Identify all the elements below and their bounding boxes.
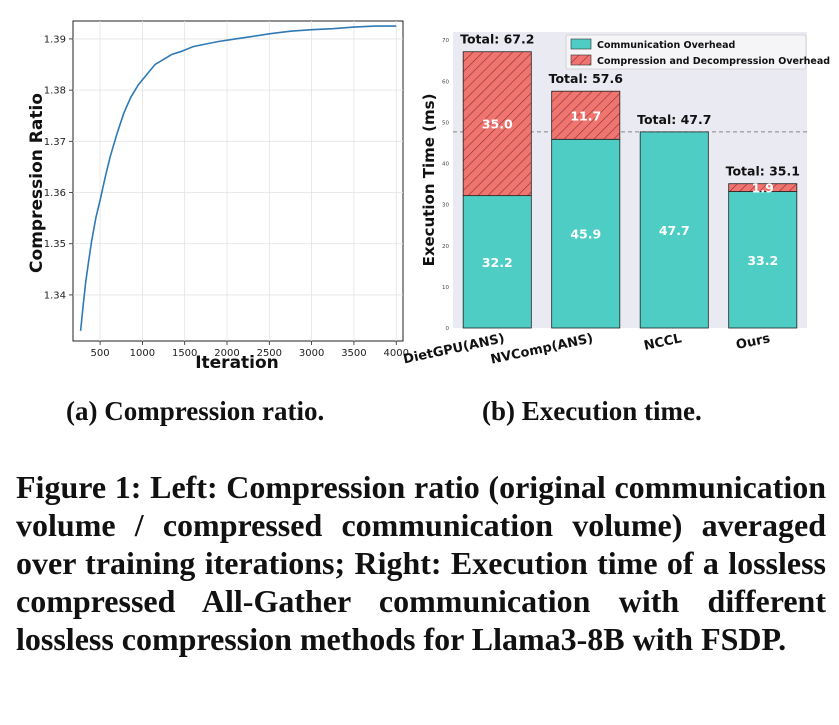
subcaption-left: (a) Compression ratio.: [66, 396, 325, 426]
left-y-tick-label: 1.37: [44, 137, 66, 148]
segment-label-compression: 11.7: [570, 108, 601, 123]
legend-swatch-communication: [570, 38, 592, 50]
left-x-tick-label: 2500: [257, 348, 282, 359]
segment-label-communication: 33.2: [747, 253, 778, 268]
left-x-ticks: 500 1000 1500 2000 2500 3000 3500 4000: [91, 341, 409, 359]
legend-label-communication: Communication Overhead: [597, 40, 735, 51]
left-y-tick-label: 1.36: [44, 188, 66, 199]
left-x-axis-label: Iteration: [195, 353, 279, 373]
legend-box: [565, 34, 807, 70]
category-label: NVComp(ANS): [489, 331, 594, 367]
right-y-tick-label: 60: [442, 79, 449, 85]
right-y-tick-label: 30: [442, 203, 449, 209]
right-y-tick-label: 10: [442, 285, 449, 291]
legend: Communication Overhead Compression and D…: [565, 34, 830, 70]
left-x-tick-label: 1500: [172, 348, 197, 359]
left-y-axis-label: Compression Ratio: [27, 93, 47, 273]
right-x-tick-labels: DietGPU(ANS)NVComp(ANS) NCCL Ours: [402, 331, 772, 367]
left-y-tick-label: 1.34: [44, 290, 66, 301]
bar-total-label: Total: 57.6: [549, 71, 624, 86]
compression-ratio-line: [79, 25, 397, 331]
figure-caption: Figure 1: Left: Compression ratio (origi…: [16, 469, 826, 657]
right-y-tick-label: 0: [446, 326, 450, 332]
right-y-ticks: 0 10 20 30 40 50 60 70: [442, 38, 450, 332]
left-x-tick-label: 1000: [130, 348, 155, 359]
subcaption-right: (b) Execution time.: [482, 396, 702, 426]
legend-label-compression: Compression and Decompression Overhead: [597, 56, 830, 67]
category-label: Ours: [735, 331, 772, 353]
right-chart: 0 10 20 30 40 50 60 70 32.2 35.0 Total: 67.2 45.9 1…: [402, 32, 830, 368]
right-y-tick-label: 70: [442, 38, 449, 44]
bar-compression: [462, 51, 532, 197]
left-plot-frame: [72, 20, 404, 342]
bar-communication: [639, 131, 709, 329]
right-y-tick-label: 20: [442, 244, 449, 250]
figure-canvas: 1.341.351.361.371.381.39 500 1000 1500 2000…: [27, 20, 830, 373]
left-x-tick-label: 500: [91, 348, 110, 359]
bar-total-label: Total: 35.1: [726, 164, 800, 179]
left-y-tick-label: 1.38: [44, 86, 66, 97]
bar-communication: [462, 195, 532, 329]
right-y-tick-label: 40: [442, 162, 449, 168]
left-x-tick-label: 3500: [341, 348, 366, 359]
segment-label-compression: 1.9: [752, 181, 774, 196]
left-x-tick-label: 3000: [299, 348, 324, 359]
bar-total-label: Total: 47.7: [637, 112, 711, 127]
left-y-tick-label: 1.39: [44, 34, 66, 45]
category-label: NCCL: [643, 331, 684, 354]
left-y-ticks: 1.34 1.35 1.36 1.37 1.38 1.39: [44, 34, 73, 301]
bar-compression: [728, 183, 798, 192]
bars: 32.2 35.0 Total: 67.2 45.9 11.7 Total: 57.6 47…: [460, 32, 800, 329]
bar-compression: [551, 90, 621, 140]
left-y-tick-label: 1.35: [44, 239, 66, 250]
segment-label-communication: 32.2: [482, 255, 513, 270]
segment-label-compression: 35.0: [482, 117, 513, 132]
bar-communication: [551, 138, 621, 329]
left-x-tick-label: 4000: [384, 348, 409, 359]
right-y-tick-label: 50: [442, 120, 449, 126]
segment-label-communication: 47.7: [659, 223, 690, 238]
bar-total-label: Total: 67.2: [460, 32, 534, 47]
right-y-axis-label: Execution Time (ms): [420, 94, 438, 267]
legend-swatch-compression: [570, 54, 592, 66]
segment-label-communication: 45.9: [570, 227, 601, 242]
left-x-tick-label: 2000: [214, 348, 239, 359]
left-chart: 1.34 1.35 1.36 1.37 1.38 1.39 500 1000 1500 2000…: [27, 20, 409, 373]
